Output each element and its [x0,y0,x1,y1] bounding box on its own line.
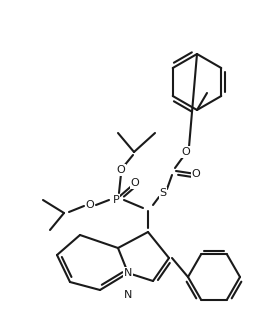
Text: O: O [117,165,125,175]
Text: O: O [86,200,94,210]
Text: N: N [124,268,132,278]
Text: O: O [131,178,139,188]
Text: O: O [182,147,190,157]
Text: O: O [192,169,200,179]
Text: N: N [124,290,132,300]
Text: P: P [113,195,119,205]
Text: S: S [160,188,167,198]
